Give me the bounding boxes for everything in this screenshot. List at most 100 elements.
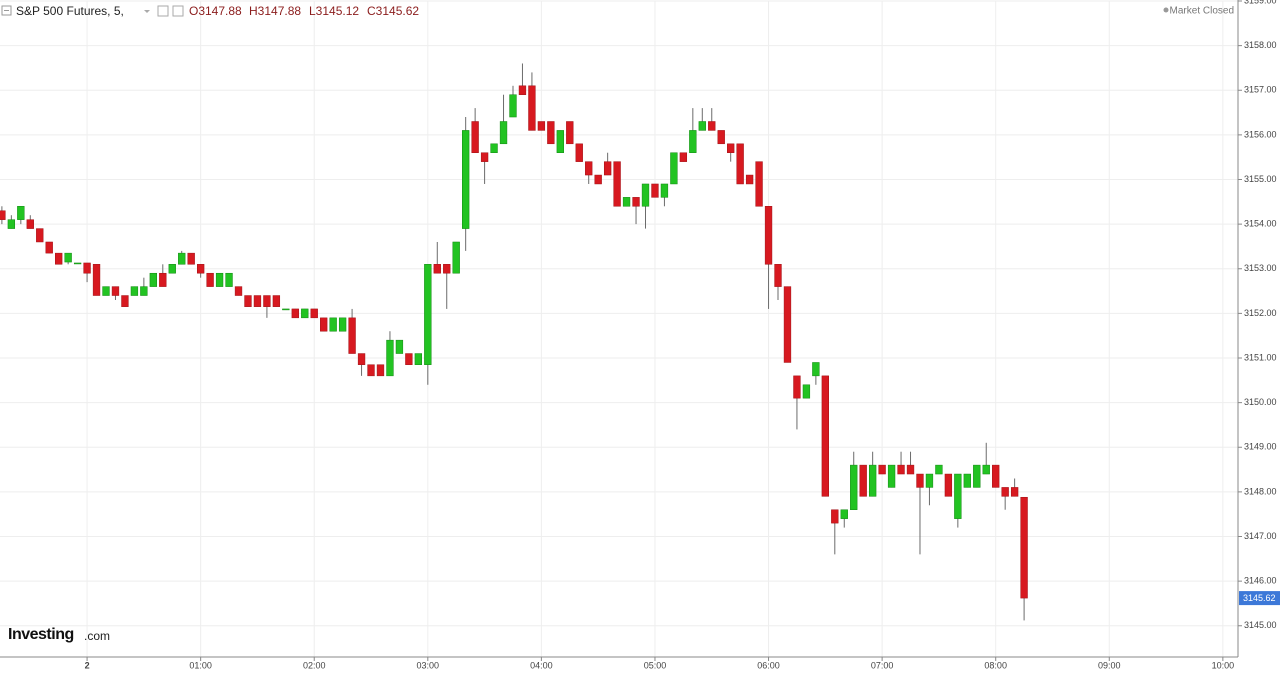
candle-body: [736, 143, 744, 185]
last-price-tag: [1239, 591, 1280, 606]
candle-body: [36, 228, 44, 243]
market-status: Market Closed: [1170, 6, 1234, 17]
candle-body: [149, 272, 157, 287]
collapse-icon[interactable]: [1, 5, 12, 16]
candle-body: [764, 206, 773, 265]
candle-body: [291, 308, 299, 319]
candle-body: [310, 308, 318, 319]
candle-body: [471, 121, 479, 153]
candle-body: [575, 143, 583, 162]
candle-body: [282, 308, 290, 311]
x-tick-label: 03:00: [417, 660, 440, 670]
candle-body: [83, 262, 91, 274]
candle-body: [196, 264, 205, 274]
candle-body: [887, 464, 896, 488]
logo-suffix: .com: [84, 629, 110, 643]
candle-body: [897, 464, 905, 475]
candle-body: [679, 152, 688, 162]
dropdown-icon[interactable]: [144, 10, 150, 13]
candle-body: [301, 308, 309, 319]
candle-body: [954, 473, 962, 519]
candle-body: [603, 161, 612, 176]
candle-body: [793, 375, 801, 399]
y-tick-label: 3149.00: [1244, 442, 1277, 452]
candle-body: [159, 272, 167, 287]
candle-body: [64, 252, 72, 263]
close-icon[interactable]: [172, 5, 184, 17]
candle-body: [329, 317, 337, 332]
y-tick-label: 3159.00: [1244, 0, 1277, 5]
instrument-title: S&P 500 Futures, 5,: [16, 4, 124, 18]
candle-body: [745, 174, 754, 185]
candle-body: [850, 464, 858, 510]
candle-body: [992, 464, 1000, 488]
candle-body: [594, 174, 602, 185]
candle-body: [869, 464, 877, 497]
x-tick-label: 09:00: [1098, 660, 1121, 670]
low-label: L3145.12: [309, 4, 359, 18]
candle-body: [140, 286, 148, 296]
candle-body: [490, 143, 498, 153]
candle-body: [187, 252, 195, 265]
candle-body: [622, 197, 631, 207]
candle-body: [215, 272, 224, 287]
candle-body: [859, 464, 867, 497]
y-tick-label: 3156.00: [1244, 129, 1277, 139]
x-tick-label: 07:00: [871, 660, 894, 670]
candle-body: [73, 262, 82, 265]
candle-body: [774, 264, 782, 287]
settings-icon[interactable]: [157, 5, 169, 17]
last-price-label: 3145.62: [1243, 593, 1276, 603]
candle-body: [689, 130, 697, 153]
candle-body: [357, 353, 366, 365]
candle-body: [55, 252, 63, 265]
candle-body: [102, 286, 110, 296]
x-tick-label: 01:00: [189, 660, 212, 670]
candle-body: [670, 152, 678, 185]
candle-body: [130, 286, 139, 296]
candle-body: [717, 130, 725, 145]
candle-body: [225, 272, 233, 287]
candle-body: [395, 339, 404, 354]
candle-body: [935, 464, 943, 475]
candle-body: [386, 339, 394, 377]
candle-body: [518, 85, 527, 95]
candle-body: [812, 362, 820, 377]
y-tick-label: 3146.00: [1244, 576, 1277, 586]
candle-body: [263, 295, 271, 307]
y-tick-label: 3155.00: [1244, 174, 1277, 184]
candle-body: [253, 295, 262, 307]
x-tick-label: 02:00: [303, 660, 326, 670]
y-tick-label: 3150.00: [1244, 397, 1277, 407]
candle-body: [462, 130, 470, 229]
candle-body: [0, 210, 6, 220]
y-tick-label: 3148.00: [1244, 486, 1277, 496]
candle-body: [1020, 496, 1028, 599]
candle-body: [272, 295, 281, 307]
candle-body: [320, 317, 328, 332]
candle-body: [916, 473, 924, 488]
candle-body: [338, 317, 347, 332]
y-tick-label: 3145.00: [1244, 620, 1277, 630]
candle-body: [92, 264, 101, 296]
x-tick-label: 10:00: [1212, 660, 1235, 670]
candle-body: [982, 464, 990, 475]
logo: Investing .com: [8, 626, 110, 643]
y-tick-label: 3147.00: [1244, 531, 1277, 541]
high-label: H3147.88: [249, 4, 301, 18]
y-tick-label: 3154.00: [1244, 219, 1277, 229]
candle-body: [660, 183, 669, 198]
candle-body: [698, 121, 706, 131]
y-tick-label: 3158.00: [1244, 40, 1277, 50]
candle-body: [727, 143, 735, 153]
candle-body: [1010, 487, 1019, 497]
candle-body: [111, 286, 120, 296]
candles: [0, 63, 1028, 621]
candle-body: [528, 85, 536, 131]
axes: 3145.00 3146.00 3147.00 3148.00 3149.00 3150.…: [85, 0, 1280, 670]
candle-body: [26, 219, 34, 229]
candle-body: [244, 295, 252, 307]
candle-body: [641, 183, 650, 207]
candle-body: [821, 375, 829, 497]
